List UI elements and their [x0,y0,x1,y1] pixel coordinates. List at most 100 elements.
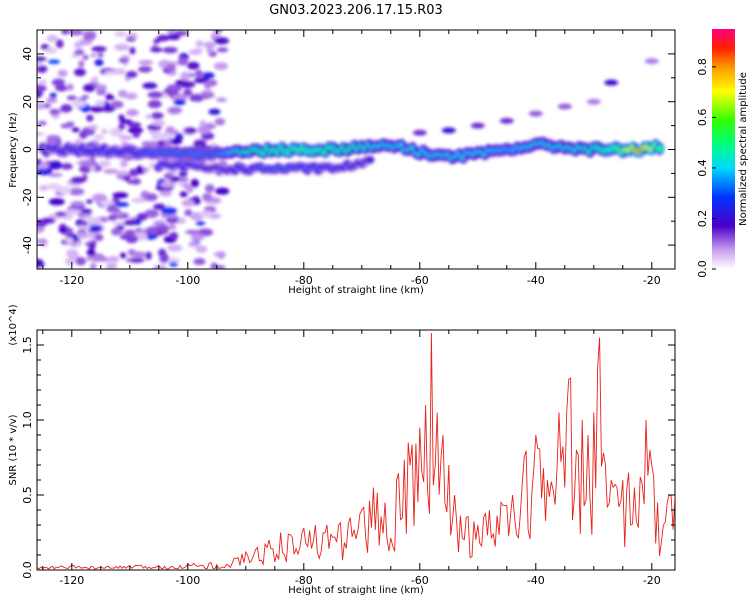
noise-blob [49,108,60,116]
noise-blob [148,129,161,135]
x-tick-label: -120 [59,274,84,287]
noise-blob [94,84,107,91]
noise-blob [192,196,200,202]
noise-blob [77,232,88,239]
snr-panel: -120 -100 -80 -60 -40 -20 0.0 0.5 1.0 1.5 (x10^4)… [8,304,676,596]
y-tick-label: 0 [21,146,34,153]
noise-blob [130,257,144,263]
noise-blob [86,255,93,261]
noise-blob [45,97,58,104]
noise-blob [125,36,136,42]
noise-blob [55,39,64,49]
x-tick-label: -100 [175,574,200,587]
noise-blob [94,59,104,67]
noise-blob [90,262,97,269]
colorbar-tick-label: 0.0 [696,260,709,278]
noise-blob [49,92,57,99]
noise-blob [177,57,189,66]
noise-blob [109,128,124,137]
noise-blob [77,223,91,231]
noise-blob [125,234,139,244]
noise-blob [95,99,105,108]
noise-blob [82,54,89,60]
noise-blob [123,92,138,100]
noise-blob [89,165,96,171]
noise-blob [201,193,213,201]
noise-blob [65,121,75,128]
noise-blob [73,68,86,77]
noise-blob [44,47,58,54]
noise-blob [98,160,111,168]
noise-blob [120,159,128,168]
x-tick-label: -80 [295,274,313,287]
colorbar-ticks: 0.0 0.2 0.4 0.6 0.8 [696,58,716,278]
noise-blob [57,69,68,77]
noise-blob [37,60,43,67]
noise-blob [161,227,169,235]
upper-streak-blob [470,122,485,129]
x-tick-label: -60 [411,574,429,587]
noise-blob [216,47,229,53]
noise-blob [94,233,104,242]
noise-blob [163,139,172,147]
colorbar-tick-label: 0.4 [696,159,709,177]
noise-blob [73,41,84,49]
noise-blob [159,190,172,197]
noise-blob [153,203,166,210]
x-tick-label: -80 [295,574,313,587]
noise-blob [78,220,88,226]
snr-ylabel: SNR (10 * v/v) [8,414,19,485]
y-tick-label: 0.0 [21,561,34,579]
noise-blob [118,114,125,121]
noise-blob [169,262,178,267]
noise-blob [178,171,188,177]
y-tick-label: -20 [21,188,34,206]
upper-streak-blob [441,127,456,134]
noise-blob [209,265,226,269]
noise-blob [179,191,188,198]
noise-blob [183,88,193,96]
noise-blob [106,256,120,263]
noise-blob [184,209,193,217]
noise-blob [119,252,127,259]
noise-blob [145,193,158,202]
noise-blob [64,257,75,266]
noise-blob [96,89,107,96]
noise-blob [80,208,93,215]
noise-blob [90,53,98,58]
noise-blob [118,123,126,131]
upper-streak-blob [644,58,659,65]
upper-streak-blob [557,103,572,110]
noise-blob [201,132,215,140]
main-band-segment [656,146,664,152]
colorbar-label: Normalized spectral amplitude [738,72,749,226]
noise-blob [60,104,73,113]
noise-blob [114,68,127,75]
noise-blob [180,71,191,81]
noise-blob [172,93,189,101]
noise-blob [156,139,167,147]
noise-blob [48,198,65,206]
x-tick-label: -40 [527,574,545,587]
noise-blob [162,46,178,54]
noise-blob [190,178,200,188]
noise-blob [162,254,169,262]
noise-blob [37,65,48,74]
noise-blob [138,66,152,73]
noise-blob [136,165,144,174]
noise-blob [203,41,216,49]
x-tick-label: -100 [175,274,200,287]
x-tick-label: -20 [643,574,661,587]
noise-blob [111,227,122,236]
noise-blob [127,126,144,134]
noise-blob [213,37,230,45]
noise-blob [105,93,113,100]
y-tick-label: 20 [21,95,34,109]
noise-blob [193,77,210,84]
noise-blob [145,251,152,260]
noise-blob [54,211,67,217]
noise-blob [86,114,94,122]
noise-blob [199,210,214,218]
noise-blob [190,233,204,242]
